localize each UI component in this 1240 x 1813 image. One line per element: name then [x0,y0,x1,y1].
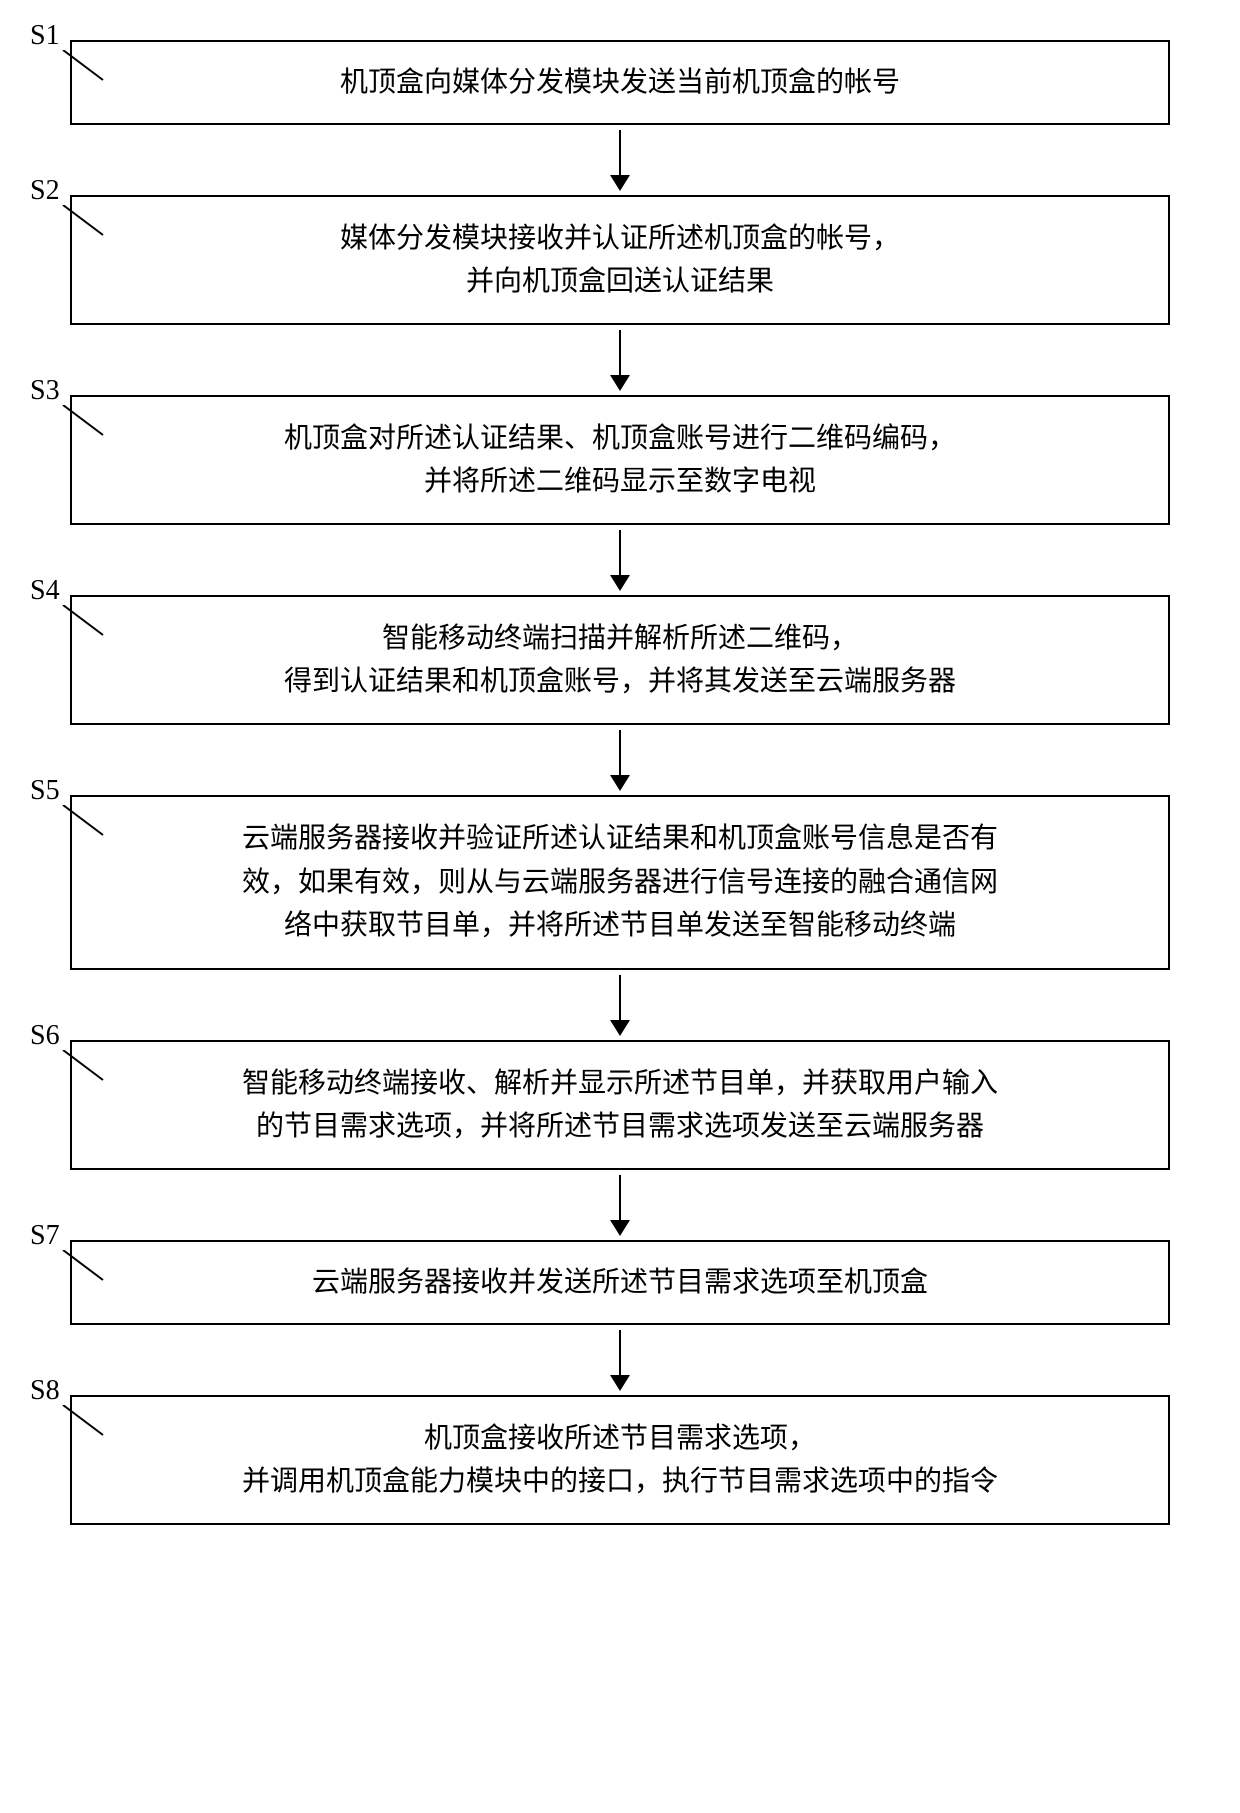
step-label-s4: S4 [30,575,60,607]
arrow-s3-s4 [610,525,630,595]
label-connector-s6 [48,1050,118,1090]
step-label-s6: S6 [30,1020,60,1052]
step-text: 机顶盒接收所述节目需求选项， [424,1417,816,1460]
step-text: 并调用机顶盒能力模块中的接口，执行节目需求选项中的指令 [242,1460,998,1503]
step-wrapper-s7: S7 云端服务器接收并发送所述节目需求选项至机顶盒 [30,1240,1210,1325]
step-box-s5: 云端服务器接收并验证所述认证结果和机顶盒账号信息是否有 效，如果有效，则从与云端… [70,795,1170,970]
step-text: 智能移动终端扫描并解析所述二维码， [382,617,858,660]
step-wrapper-s8: S8 机顶盒接收所述节目需求选项， 并调用机顶盒能力模块中的接口，执行节目需求选… [30,1395,1210,1525]
arrow-line [619,530,622,575]
step-text: 并向机顶盒回送认证结果 [466,260,774,303]
label-connector-s7 [48,1250,118,1290]
step-label-s8: S8 [30,1375,60,1407]
step-label-s5: S5 [30,775,60,807]
step-text: 机顶盒向媒体分发模块发送当前机顶盒的帐号 [340,61,900,104]
step-label-s2: S2 [30,175,60,207]
arrow-s5-s6 [610,970,630,1040]
step-box-s3: 机顶盒对所述认证结果、机顶盒账号进行二维码编码， 并将所述二维码显示至数字电视 [70,395,1170,525]
step-wrapper-s5: S5 云端服务器接收并验证所述认证结果和机顶盒账号信息是否有 效，如果有效，则从… [30,795,1210,970]
arrow-line [619,330,622,375]
step-box-s7: 云端服务器接收并发送所述节目需求选项至机顶盒 [70,1240,1170,1325]
step-label-s1: S1 [30,20,60,52]
arrow-head [610,1220,630,1236]
step-label-s7: S7 [30,1220,60,1252]
label-connector-s4 [48,605,118,645]
step-box-s2: 媒体分发模块接收并认证所述机顶盒的帐号， 并向机顶盒回送认证结果 [70,195,1170,325]
arrow-line [619,975,622,1020]
step-box-s8: 机顶盒接收所述节目需求选项， 并调用机顶盒能力模块中的接口，执行节目需求选项中的… [70,1395,1170,1525]
step-text: 效，如果有效，则从与云端服务器进行信号连接的融合通信网 [242,861,998,904]
arrow-s4-s5 [610,725,630,795]
step-text: 云端服务器接收并验证所述认证结果和机顶盒账号信息是否有 [242,817,998,860]
label-connector-s8 [48,1405,118,1445]
step-box-s4: 智能移动终端扫描并解析所述二维码， 得到认证结果和机顶盒账号，并将其发送至云端服… [70,595,1170,725]
arrow-head [610,1020,630,1036]
step-text: 并将所述二维码显示至数字电视 [424,460,816,503]
label-connector-s5 [48,805,118,845]
arrow-line [619,1175,622,1220]
step-text: 机顶盒对所述认证结果、机顶盒账号进行二维码编码， [284,417,956,460]
step-wrapper-s3: S3 机顶盒对所述认证结果、机顶盒账号进行二维码编码， 并将所述二维码显示至数字… [30,395,1210,525]
arrow-head [610,575,630,591]
arrow-line [619,730,622,775]
step-text: 络中获取节目单，并将所述节目单发送至智能移动终端 [284,904,956,947]
label-connector-s2 [48,205,118,245]
step-wrapper-s2: S2 媒体分发模块接收并认证所述机顶盒的帐号， 并向机顶盒回送认证结果 [30,195,1210,325]
step-text: 媒体分发模块接收并认证所述机顶盒的帐号， [340,217,900,260]
arrow-s7-s8 [610,1325,630,1395]
arrow-head [610,175,630,191]
arrow-s2-s3 [610,325,630,395]
step-wrapper-s4: S4 智能移动终端扫描并解析所述二维码， 得到认证结果和机顶盒账号，并将其发送至… [30,595,1210,725]
step-text: 的节目需求选项，并将所述节目需求选项发送至云端服务器 [256,1105,984,1148]
arrow-head [610,375,630,391]
step-text: 得到认证结果和机顶盒账号，并将其发送至云端服务器 [284,660,956,703]
step-text: 智能移动终端接收、解析并显示所述节目单，并获取用户输入 [242,1062,998,1105]
step-wrapper-s1: S1 机顶盒向媒体分发模块发送当前机顶盒的帐号 [30,40,1210,125]
arrow-line [619,1330,622,1375]
step-label-s3: S3 [30,375,60,407]
arrow-s6-s7 [610,1170,630,1240]
flowchart-container: S1 机顶盒向媒体分发模块发送当前机顶盒的帐号 S2 媒体分发模块接收并认证所述… [30,40,1210,1525]
label-connector-s3 [48,405,118,445]
arrow-s1-s2 [610,125,630,195]
arrow-line [619,130,622,175]
step-text: 云端服务器接收并发送所述节目需求选项至机顶盒 [312,1261,928,1304]
step-box-s6: 智能移动终端接收、解析并显示所述节目单，并获取用户输入 的节目需求选项，并将所述… [70,1040,1170,1170]
arrow-head [610,1375,630,1391]
step-wrapper-s6: S6 智能移动终端接收、解析并显示所述节目单，并获取用户输入 的节目需求选项，并… [30,1040,1210,1170]
arrow-head [610,775,630,791]
label-connector-s1 [48,50,118,90]
step-box-s1: 机顶盒向媒体分发模块发送当前机顶盒的帐号 [70,40,1170,125]
